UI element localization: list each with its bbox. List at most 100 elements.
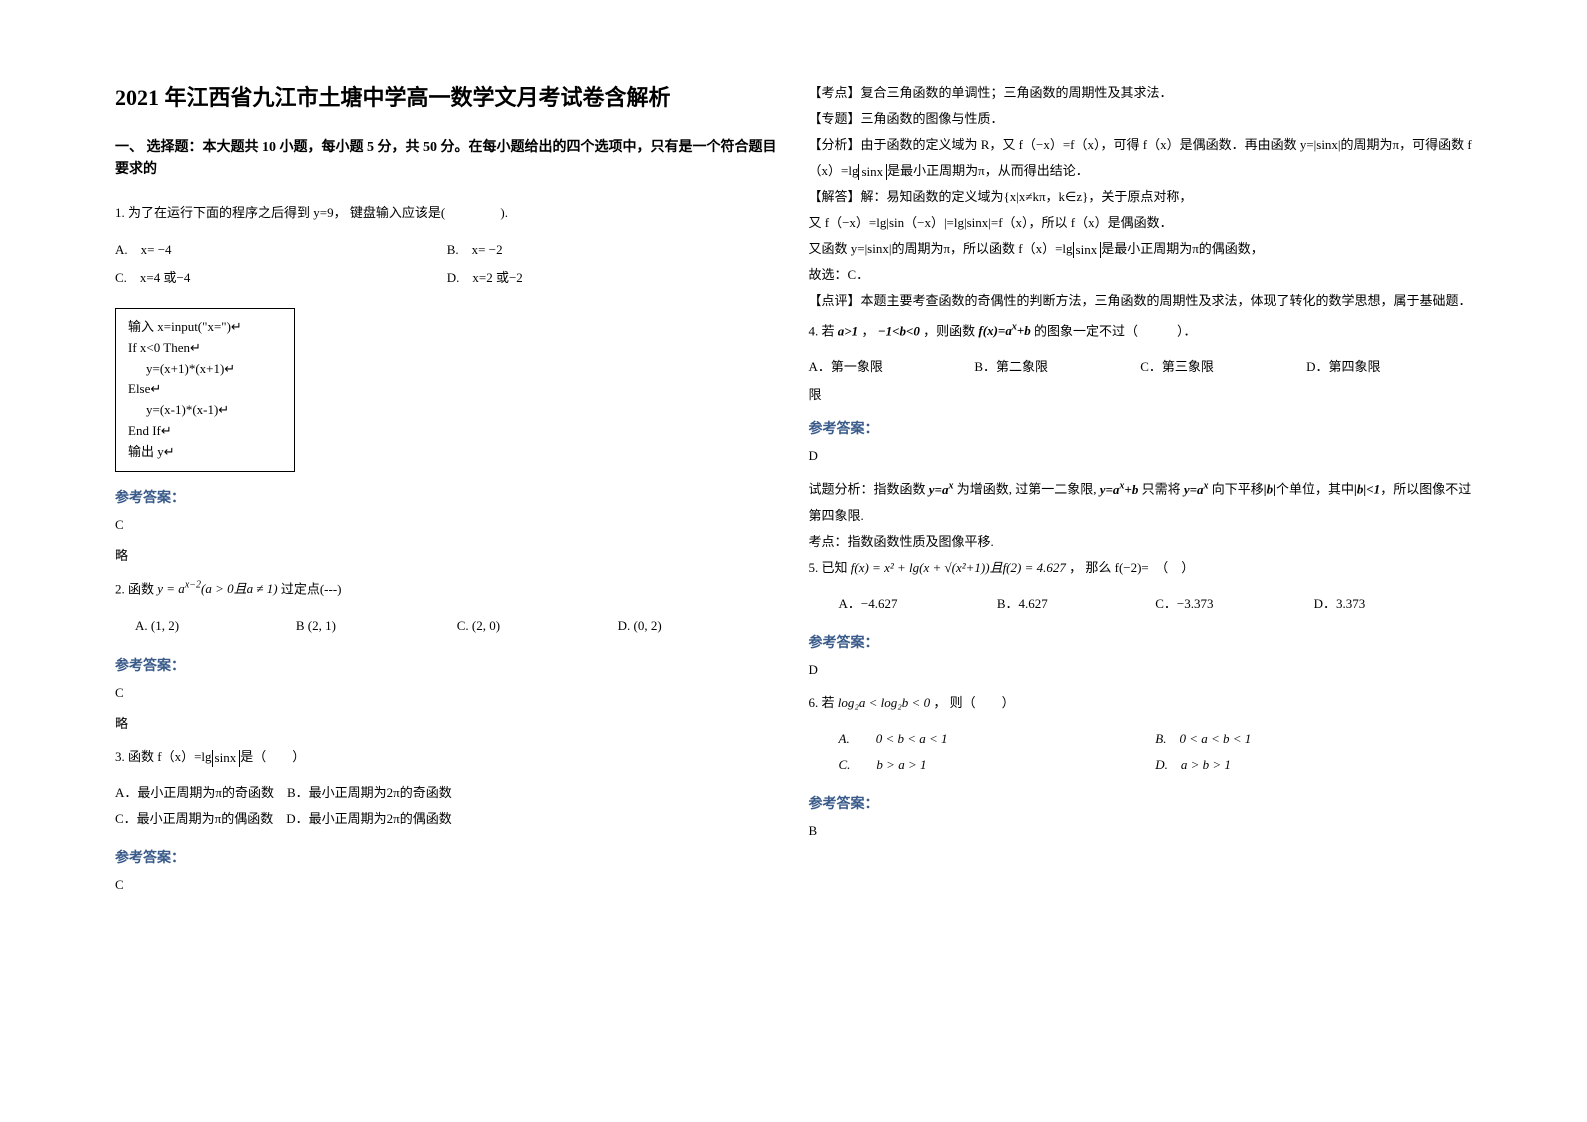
page-title: 2021 年江西省九江市土塘中学高一数学文月考试卷含解析	[115, 80, 779, 112]
q4-opt-c: C．第三象限	[1140, 354, 1306, 380]
code-line: y=(x+1)*(x+1)↵	[128, 359, 282, 380]
q5-opt-c: C．−3.373	[1155, 591, 1313, 617]
q6-opt-a: A. 0 < b < a < 1	[839, 726, 1156, 752]
q4-an-m4: 个单位，其中	[1276, 482, 1354, 497]
right-column: 【考点】复合三角函数的单调性；三角函数的周期性及其求法． 【专题】三角函数的图像…	[794, 80, 1488, 1082]
fenxi-suffix: 是最小正周期为π，从而得出结论．	[887, 163, 1089, 178]
q6-opt-d: D. a > b > 1	[1155, 752, 1472, 778]
q3-kaodian: 【考点】复合三角函数的单调性；三角函数的周期性及其求法．	[809, 80, 1473, 106]
q4-f2: y=ax+b	[1100, 482, 1139, 497]
section-header: 一、 选择题：本大题共 10 小题，每小题 5 分，共 50 分。在每小题给出的…	[115, 137, 779, 182]
q1-opt-c: C. x=4 或−4	[115, 264, 447, 293]
q4-suffix: 的图象一定不过（ ）．	[1031, 323, 1197, 338]
q5-suffix: ， 那么 f(−2)= （ ）	[1069, 560, 1194, 575]
code-line: End If↵	[128, 421, 282, 442]
q2-answer: C	[115, 685, 779, 701]
q3-prefix: 3. 函数 f（x）=lg	[115, 749, 212, 764]
abs-sinx: sinx	[858, 164, 887, 181]
q4-extra: 限	[809, 384, 1473, 403]
q2-options: A. (1, 2) B (2, 1) C. (2, 0) D. (0, 2)	[115, 612, 779, 641]
q4-f4: |b|	[1264, 482, 1276, 497]
q4-analysis: 试题分析：指数函数 y=ax 为增函数, 过第一二象限, y=ax+b 只需将 …	[809, 476, 1473, 528]
answer-label: 参考答案：	[809, 632, 1473, 652]
jieda3: 又函数 y=|sinx|的周期为π，所以函数 f（x）=lgsinx是最小正周期…	[809, 236, 1473, 262]
jieda1: 【解答】解：易知函数的定义域为{x|x≠kπ，k∈z}，关于原点对称，	[809, 184, 1473, 210]
dianping: 【点评】本题主要考查函数的奇偶性的判断方法，三角函数的周期性及求法，体现了转化的…	[809, 288, 1473, 314]
jieda3-suffix: 是最小正周期为π的偶函数，	[1101, 241, 1264, 256]
answer-label: 参考答案：	[115, 487, 779, 507]
q1-text: 1. 为了在运行下面的程序之后得到 y=9， 键盘输入应该是( ).	[115, 200, 779, 226]
q4-f3: y=ax	[1184, 482, 1209, 497]
q5-opt-d: D．3.373	[1314, 591, 1472, 617]
guxuan: 故选：C．	[809, 262, 1473, 288]
q3-opt-c: C．最小正周期为π的偶函数	[115, 811, 273, 826]
q3-opt-a: A．最小正周期为π的奇函数	[115, 785, 274, 800]
q4-opt-a: A．第一象限	[809, 354, 975, 380]
q4-cond2: −1<b<0	[878, 323, 920, 338]
q4-f5: |b|<1	[1354, 482, 1380, 497]
q5-opt-a: A．−4.627	[839, 591, 997, 617]
q1-answer: C	[115, 517, 779, 533]
q2-text: 2. 函数 y = ax−2(a > 0且a ≠ 1) 过定点(---)	[115, 576, 779, 602]
q3-opt-b: B．最小正周期为2π的奇函数	[287, 785, 452, 800]
q3-opt-d: D．最小正周期为2π的偶函数	[286, 811, 451, 826]
q4-opt-b: B．第二象限	[974, 354, 1140, 380]
q1-opt-b: B. x= −2	[447, 236, 779, 265]
q2-prefix: 2. 函数	[115, 581, 154, 596]
q4-answer: D	[809, 448, 1473, 464]
answer-label: 参考答案：	[809, 793, 1473, 813]
q5-formula: f(x) = x² + lg(x + √(x²+1))且f(2) = 4.627	[851, 560, 1066, 575]
q4-prefix: 4. 若	[809, 323, 838, 338]
q1-options: A. x= −4 B. x= −2 C. x=4 或−4 D. x=2 或−2	[115, 236, 779, 293]
q4-an-prefix: 试题分析：指数函数	[809, 482, 929, 497]
q5-prefix: 5. 已知	[809, 560, 848, 575]
q6-formula: log₂a < log₂b < 0	[838, 695, 930, 710]
answer-label: 参考答案：	[115, 655, 779, 675]
left-column: 2021 年江西省九江市土塘中学高一数学文月考试卷含解析 一、 选择题：本大题共…	[100, 80, 794, 1082]
code-line: If x<0 Then↵	[128, 338, 282, 359]
code-line: y=(x-1)*(x-1)↵	[128, 400, 282, 421]
q2-opt-a: A. (1, 2)	[135, 612, 296, 641]
abs-sinx: sinx	[1073, 242, 1102, 259]
q3-fenxi: 【分析】由于函数的定义域为 R，又 f（−x）=f（x），可得 f（x）是偶函数…	[809, 132, 1473, 184]
q4-kaodian: 考点：指数函数性质及图像平移.	[809, 529, 1473, 555]
q4-options: A．第一象限 B．第二象限 C．第三象限 D．第四象限	[809, 354, 1473, 380]
q4-opt-d: D．第四象限	[1306, 354, 1472, 380]
q2-opt-c: C. (2, 0)	[457, 612, 618, 641]
q5-text: 5. 已知 f(x) = x² + lg(x + √(x²+1))且f(2) =…	[809, 555, 1473, 581]
q6-suffix: ， 则（ ）	[933, 695, 1014, 710]
code-line: Else↵	[128, 379, 282, 400]
sep: ，	[858, 323, 878, 338]
q6-opt-c: C. b > a > 1	[839, 752, 1156, 778]
q4-an-m3: 向下平移	[1209, 482, 1264, 497]
q1-opt-a: A. x= −4	[115, 236, 447, 265]
q6-text: 6. 若 log₂a < log₂b < 0 ， 则（ ）	[809, 690, 1473, 716]
q2-opt-d: D. (0, 2)	[618, 612, 779, 641]
q3-zhuanti: 【专题】三角函数的图像与性质．	[809, 106, 1473, 132]
q2-formula: y = ax−2(a > 0且a ≠ 1)	[157, 581, 277, 596]
q6-options: A. 0 < b < a < 1 B. 0 < a < b < 1 C. b >…	[809, 726, 1473, 778]
q6-prefix: 6. 若	[809, 695, 835, 710]
q1-opt-d: D. x=2 或−2	[447, 264, 779, 293]
q4-f1: y=ax	[929, 482, 954, 497]
q4-func: f(x)=ax+b	[978, 323, 1030, 338]
q6-opt-b: B. 0 < a < b < 1	[1155, 726, 1472, 752]
code-line: 输入 x=input("x=")↵	[128, 317, 282, 338]
q2-opt-b: B (2, 1)	[296, 612, 457, 641]
q2-suffix: 过定点(---)	[281, 581, 342, 596]
answer-label: 参考答案：	[115, 847, 779, 867]
q3-suffix: 是（ ）	[240, 749, 305, 764]
q5-options: A．−4.627 B．4.627 C．−3.373 D．3.373	[809, 591, 1473, 617]
q1-answer2: 略	[115, 545, 779, 564]
q4-text: 4. 若 a>1 ， −1<b<0 ，则函数 f(x)=ax+b 的图象一定不过…	[809, 318, 1473, 344]
answer-label: 参考答案：	[809, 418, 1473, 438]
q5-answer: D	[809, 662, 1473, 678]
q4-an-m2: 只需将	[1138, 482, 1184, 497]
q2-answer2: 略	[115, 713, 779, 732]
q5-opt-b: B．4.627	[997, 591, 1155, 617]
q1-code-box: 输入 x=input("x=")↵ If x<0 Then↵ y=(x+1)*(…	[115, 308, 295, 472]
q3-text: 3. 函数 f（x）=lgsinx是（ ）	[115, 744, 779, 770]
abs-sinx: sinx	[212, 750, 241, 767]
q3-options: A．最小正周期为π的奇函数 B．最小正周期为2π的奇函数 C．最小正周期为π的偶…	[115, 780, 779, 832]
jieda2: 又 f（−x）=lg|sin（−x）|=lg|sinx|=f（x），所以 f（x…	[809, 210, 1473, 236]
